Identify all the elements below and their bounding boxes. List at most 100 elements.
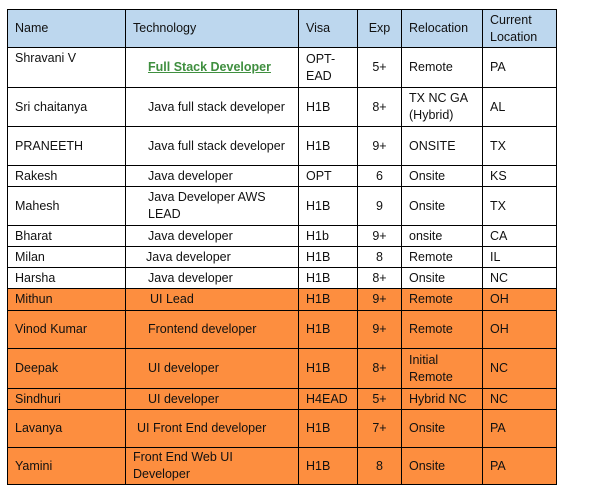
cell-visa: H1B — [298, 126, 358, 166]
header-visa: Visa — [298, 9, 358, 48]
cell-name: Vinod Kumar — [7, 310, 126, 349]
cell-exp: 5+ — [357, 47, 402, 88]
cell-name: Lavanya — [7, 409, 126, 448]
cell-location: OH — [482, 310, 557, 349]
cell-name: Bharat — [7, 225, 126, 247]
cell-name: Harsha — [7, 267, 126, 289]
cell-relocation: onsite — [401, 225, 483, 247]
cell-name: Deepak — [7, 348, 126, 389]
cell-technology: UI Front End developer — [125, 409, 299, 448]
cell-relocation: Onsite — [401, 165, 483, 187]
cell-technology: UI Lead — [125, 288, 299, 311]
table-row: Sri chaitanya Java full stack developer … — [7, 87, 557, 127]
table-row: Milan Java developer H1B 8 Remote IL — [7, 246, 557, 268]
cell-visa: H1B — [298, 310, 358, 349]
cell-technology: Front End Web UI Developer — [125, 447, 299, 485]
header-location: Current Location — [482, 9, 557, 48]
cell-relocation: Remote — [401, 246, 483, 268]
cell-visa: H4EAD — [298, 388, 358, 410]
header-relocation: Relocation — [401, 9, 483, 48]
cell-name: Mahesh — [7, 186, 126, 226]
cell-exp: 8 — [357, 447, 402, 485]
cell-technology: Java Developer AWS LEAD — [125, 186, 299, 226]
cell-exp: 9+ — [357, 288, 402, 311]
cell-location: TX — [482, 186, 557, 226]
cell-visa: H1B — [298, 246, 358, 268]
cell-visa: H1B — [298, 87, 358, 127]
cell-technology: Java full stack developer — [125, 87, 299, 127]
table-row: Harsha Java developer H1B 8+ Onsite NC — [7, 267, 557, 289]
cell-visa: H1B — [298, 348, 358, 389]
cell-location: CA — [482, 225, 557, 247]
cell-exp: 5+ — [357, 388, 402, 410]
cell-relocation: Onsite — [401, 267, 483, 289]
table-row-highlighted: Lavanya UI Front End developer H1B 7+ On… — [7, 409, 557, 448]
cell-location: PA — [482, 447, 557, 485]
cell-visa: H1b — [298, 225, 358, 247]
cell-relocation: Onsite — [401, 186, 483, 226]
cell-technology: UI developer — [125, 388, 299, 410]
cell-visa: H1B — [298, 267, 358, 289]
cell-relocation: Hybrid NC — [401, 388, 483, 410]
cell-exp: 8+ — [357, 267, 402, 289]
cell-name: Rakesh — [7, 165, 126, 187]
cell-technology: Java developer — [125, 165, 299, 187]
cell-location: IL — [482, 246, 557, 268]
cell-relocation: Onsite — [401, 409, 483, 448]
cell-exp: 7+ — [357, 409, 402, 448]
table-row-highlighted: Yamini Front End Web UI Developer H1B 8 … — [7, 447, 557, 485]
cell-relocation: Remote — [401, 288, 483, 311]
cell-location: AL — [482, 87, 557, 127]
cell-visa: OPT-EAD — [298, 47, 358, 88]
cell-location: KS — [482, 165, 557, 187]
cell-name: Yamini — [7, 447, 126, 485]
header-row: Name Technology Visa Exp Relocation Curr… — [7, 9, 557, 48]
table-row-highlighted: Vinod Kumar Frontend developer H1B 9+ Re… — [7, 310, 557, 349]
cell-relocation: TX NC GA (Hybrid) — [401, 87, 483, 127]
table-row: Shravani V Full Stack Developer OPT-EAD … — [7, 47, 557, 88]
cell-exp: 9 — [357, 186, 402, 226]
cell-relocation: Remote — [401, 47, 483, 88]
table-row-highlighted: Sindhuri UI developer H4EAD 5+ Hybrid NC… — [7, 388, 557, 410]
table-row-highlighted: Mithun UI Lead H1B 9+ Remote OH — [7, 288, 557, 311]
cell-name: Sri chaitanya — [7, 87, 126, 127]
cell-exp: 8 — [357, 246, 402, 268]
cell-technology: Java full stack developer — [125, 126, 299, 166]
candidates-table: Name Technology Visa Exp Relocation Curr… — [7, 9, 557, 485]
header-exp: Exp — [357, 9, 402, 48]
cell-location: PA — [482, 47, 557, 88]
cell-exp: 6 — [357, 165, 402, 187]
cell-exp: 8+ — [357, 348, 402, 389]
cell-relocation: Remote — [401, 310, 483, 349]
cell-relocation: ONSITE — [401, 126, 483, 166]
cell-technology: UI developer — [125, 348, 299, 389]
cell-exp: 9+ — [357, 126, 402, 166]
cell-name: PRANEETH — [7, 126, 126, 166]
cell-location: NC — [482, 267, 557, 289]
cell-visa: H1B — [298, 409, 358, 448]
cell-visa: H1B — [298, 288, 358, 311]
cell-technology: Java developer — [125, 225, 299, 247]
cell-name: Sindhuri — [7, 388, 126, 410]
cell-visa: OPT — [298, 165, 358, 187]
cell-location: NC — [482, 388, 557, 410]
header-technology: Technology — [125, 9, 299, 48]
table-row-highlighted: Deepak UI developer H1B 8+ Initial Remot… — [7, 348, 557, 389]
cell-relocation: Initial Remote — [401, 348, 483, 389]
cell-location: TX — [482, 126, 557, 166]
cell-exp: 9+ — [357, 310, 402, 349]
cell-relocation: Onsite — [401, 447, 483, 485]
cell-name: Milan — [7, 246, 126, 268]
full-stack-developer-link[interactable]: Full Stack Developer — [148, 60, 271, 74]
cell-technology: Frontend developer — [125, 310, 299, 349]
cell-location: OH — [482, 288, 557, 311]
cell-location: NC — [482, 348, 557, 389]
cell-exp: 8+ — [357, 87, 402, 127]
cell-exp: 9+ — [357, 225, 402, 247]
cell-visa: H1B — [298, 447, 358, 485]
cell-technology: Java developer — [125, 267, 299, 289]
cell-name: Mithun — [7, 288, 126, 311]
cell-name: Shravani V — [7, 47, 126, 88]
header-name: Name — [7, 9, 126, 48]
table-row: Bharat Java developer H1b 9+ onsite CA — [7, 225, 557, 247]
